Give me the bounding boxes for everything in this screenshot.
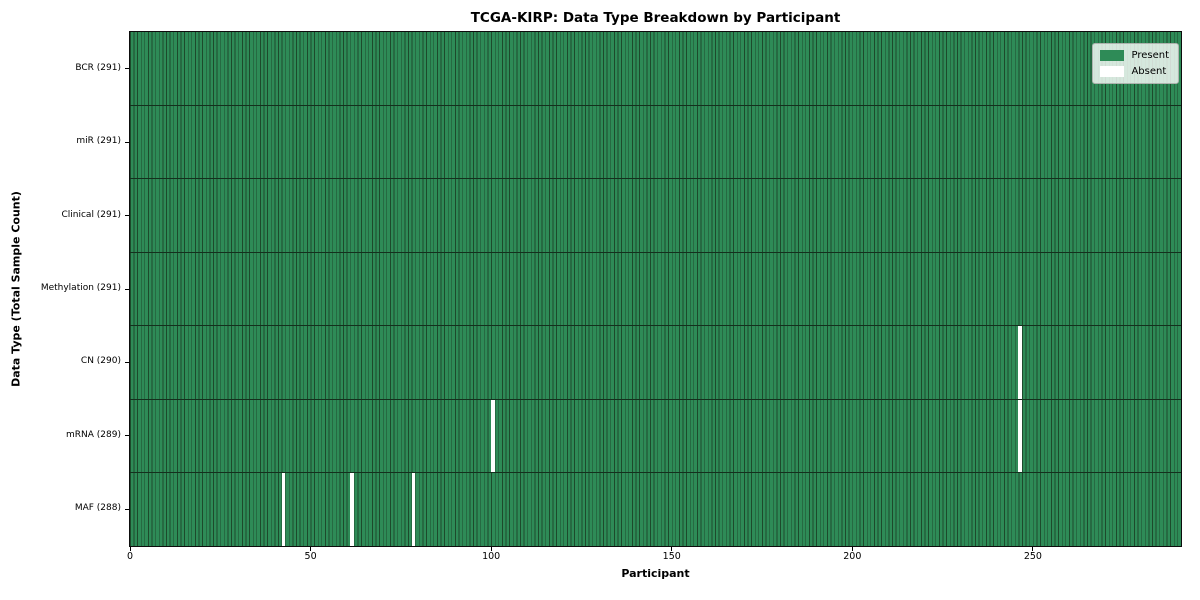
legend-label-absent: Absent bbox=[1131, 66, 1167, 77]
absent-marker-mRNA-100 bbox=[491, 399, 495, 473]
legend-swatch-absent bbox=[1100, 66, 1125, 77]
legend-swatch-present bbox=[1100, 50, 1125, 61]
legend-entry-absent: Absent bbox=[1100, 66, 1169, 77]
chart-title: TCGA-KIRP: Data Type Breakdown by Partic… bbox=[470, 10, 841, 26]
y-tick-label-CN: CN (290) bbox=[80, 356, 121, 367]
y-tick-mark-miR bbox=[125, 141, 129, 143]
legend-entry-present: Present bbox=[1100, 50, 1169, 61]
y-tick-label-miR: miR (291) bbox=[76, 136, 121, 147]
x-tick-mark-150 bbox=[671, 547, 673, 551]
y-tick-mark-Methylation bbox=[125, 288, 129, 290]
y-tick-mark-Clinical bbox=[125, 215, 129, 217]
absent-marker-mRNA-246 bbox=[1018, 399, 1023, 473]
y-tick-label-mRNA: mRNA (289) bbox=[66, 429, 121, 440]
legend: Present Absent bbox=[1092, 43, 1179, 84]
y-tick-mark-MAF bbox=[125, 508, 129, 510]
x-tick-mark-0 bbox=[129, 547, 131, 551]
x-tick-mark-200 bbox=[851, 547, 853, 551]
absent-marker-MAF-61 bbox=[350, 473, 354, 547]
y-tick-label-MAF: MAF (288) bbox=[74, 503, 121, 514]
absent-marker-MAF-78 bbox=[411, 473, 416, 547]
x-tick-label-0: 0 bbox=[126, 551, 134, 562]
plot-area: Present Absent bbox=[129, 31, 1182, 547]
data-row-miR bbox=[130, 105, 1181, 180]
x-tick-label-100: 100 bbox=[482, 551, 501, 562]
y-tick-label-Clinical: Clinical (291) bbox=[61, 209, 121, 220]
x-tick-mark-50 bbox=[310, 547, 312, 551]
data-row-Methylation bbox=[130, 252, 1181, 327]
x-tick-mark-250 bbox=[1032, 547, 1034, 551]
y-tick-mark-mRNA bbox=[125, 435, 129, 437]
x-tick-label-200: 200 bbox=[843, 551, 862, 562]
data-row-Clinical bbox=[130, 179, 1181, 253]
data-row-mRNA bbox=[130, 399, 1181, 474]
x-tick-label-250: 250 bbox=[1023, 551, 1042, 562]
y-tick-label-BCR: BCR (291) bbox=[75, 62, 121, 73]
legend-label-present: Present bbox=[1131, 50, 1169, 61]
absent-marker-MAF-42 bbox=[281, 473, 286, 547]
y-tick-mark-CN bbox=[125, 361, 129, 363]
y-tick-mark-BCR bbox=[125, 68, 129, 70]
data-row-CN bbox=[130, 326, 1181, 400]
y-tick-label-Methylation: Methylation (291) bbox=[40, 283, 121, 293]
data-row-BCR bbox=[130, 32, 1181, 106]
data-row-MAF bbox=[130, 473, 1181, 547]
x-tick-label-150: 150 bbox=[662, 551, 681, 562]
x-axis-label: Participant bbox=[621, 567, 690, 580]
heatmap-rows bbox=[130, 32, 1181, 547]
x-tick-mark-100 bbox=[490, 547, 492, 551]
x-tick-label-50: 50 bbox=[304, 551, 317, 562]
absent-marker-CN-246 bbox=[1018, 326, 1023, 399]
